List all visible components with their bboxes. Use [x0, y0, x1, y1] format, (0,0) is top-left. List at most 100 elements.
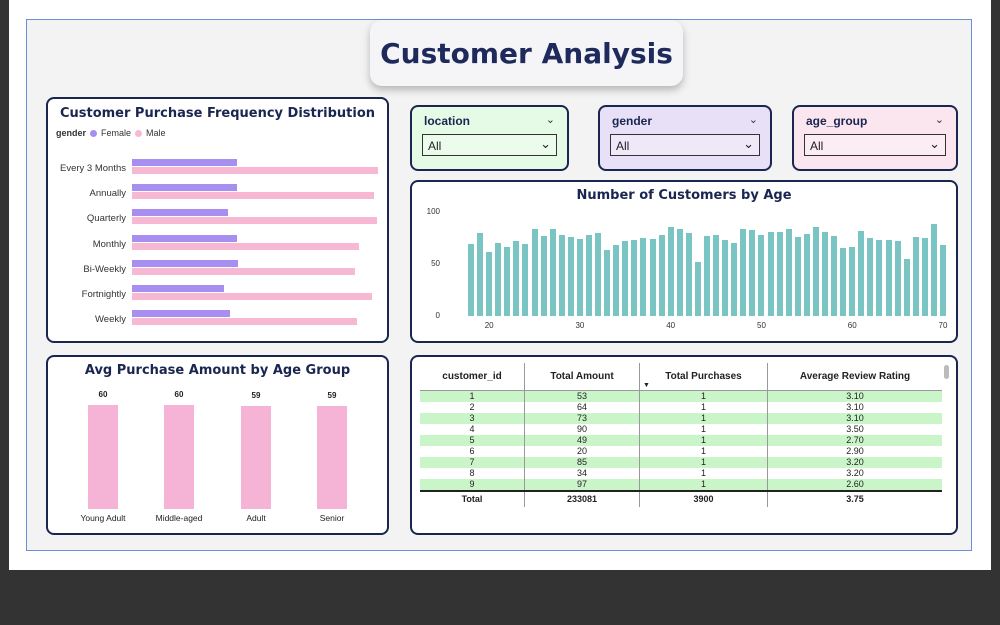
gender-dropdown[interactable]: All ⌄	[610, 134, 760, 156]
age-bar[interactable]	[831, 235, 838, 316]
gender-slicer[interactable]: gender ⌄ All ⌄	[598, 105, 772, 171]
age-bar[interactable]	[776, 231, 783, 316]
table-row[interactable]: 8 34 1 3.20	[420, 468, 942, 479]
age-bar[interactable]	[604, 250, 611, 316]
male-bar[interactable]	[132, 293, 373, 300]
female-bar[interactable]	[132, 310, 230, 318]
column-header-total-purchases[interactable]: Total Purchases ▼	[639, 363, 768, 391]
chevron-down-icon[interactable]: ⌄	[748, 114, 758, 126]
age-bar[interactable]	[694, 261, 701, 316]
table-row[interactable]: 3 73 1 3.10	[420, 413, 942, 424]
chevron-down-icon[interactable]: ⌄	[934, 114, 944, 126]
age-bar[interactable]	[921, 238, 928, 316]
female-bar[interactable]	[132, 234, 238, 242]
sort-descending-icon[interactable]: ▼	[643, 382, 650, 389]
age-bar[interactable]	[731, 243, 738, 316]
age-group-slicer[interactable]: age_group ⌄ All ⌄	[792, 105, 958, 171]
age-bar[interactable]	[595, 232, 602, 316]
age-bar[interactable]	[640, 238, 647, 316]
age-bar[interactable]	[704, 235, 710, 316]
female-bar[interactable]	[132, 159, 238, 166]
column-header-average-review-rating[interactable]: Average Review Rating	[767, 363, 942, 391]
age-bar[interactable]	[522, 244, 529, 316]
male-bar[interactable]	[132, 192, 374, 200]
age-bar[interactable]	[840, 248, 847, 316]
age-bar[interactable]	[486, 251, 493, 316]
age-bar[interactable]	[867, 238, 874, 316]
table-row[interactable]: 1 53 1 3.10	[420, 390, 942, 402]
age-bar[interactable]	[785, 228, 792, 316]
age-bar[interactable]	[513, 241, 520, 316]
age-bar[interactable]	[540, 235, 547, 316]
age-bar[interactable]	[495, 243, 502, 316]
age-bar[interactable]	[722, 240, 729, 316]
table-row[interactable]: 9 97 1 2.60	[420, 479, 942, 491]
age-bar[interactable]	[758, 234, 765, 316]
customer-table[interactable]: customer_id Total Amount Total Purchases…	[420, 363, 942, 507]
age-bar[interactable]	[713, 234, 720, 316]
vertical-scrollbar[interactable]	[944, 365, 949, 379]
age-bar[interactable]	[531, 228, 538, 316]
age-bar[interactable]	[876, 240, 883, 316]
age-bar[interactable]	[803, 233, 810, 316]
table-row[interactable]: 7 85 1 3.20	[420, 457, 942, 468]
age-bar[interactable]	[658, 234, 665, 316]
column-header-customer-id[interactable]: customer_id	[420, 363, 525, 391]
age-bar[interactable]	[912, 236, 919, 316]
location-slicer[interactable]: location ⌄ All ⌄	[410, 105, 569, 171]
age-bar[interactable]	[667, 226, 674, 316]
male-bar[interactable]	[132, 242, 360, 250]
age-bar[interactable]	[549, 228, 556, 316]
age-bar[interactable]	[477, 232, 484, 316]
age-bar[interactable]	[468, 244, 474, 316]
age-bar[interactable]	[767, 231, 774, 316]
location-dropdown[interactable]: All ⌄	[422, 134, 557, 156]
age-group-dropdown[interactable]: All ⌄	[804, 134, 946, 156]
avg-bar[interactable]	[241, 406, 271, 509]
male-bar[interactable]	[132, 217, 377, 225]
column-header-total-amount[interactable]: Total Amount	[524, 363, 640, 391]
avg-purchase-chart[interactable]: Avg Purchase Amount by Age Group 60 Young…	[46, 355, 389, 535]
age-bar[interactable]	[794, 236, 801, 316]
avg-bar[interactable]	[164, 404, 194, 509]
age-bar[interactable]	[849, 247, 856, 316]
customers-by-age-chart[interactable]: Number of Customers by Age 0 50 100 20 30 40 5…	[410, 180, 958, 343]
customer-table-card[interactable]: customer_id Total Amount Total Purchases…	[410, 355, 958, 535]
age-bar[interactable]	[930, 224, 937, 316]
female-bar[interactable]	[132, 285, 224, 292]
age-bar[interactable]	[749, 229, 756, 316]
age-bar[interactable]	[586, 234, 592, 316]
table-row[interactable]: 2 64 1 3.10	[420, 402, 942, 413]
purchase-frequency-chart[interactable]: Customer Purchase Frequency Distribution…	[46, 97, 389, 343]
age-bar[interactable]	[940, 245, 946, 316]
female-bar[interactable]	[132, 259, 239, 267]
age-bar[interactable]	[676, 228, 683, 316]
age-bar[interactable]	[812, 226, 819, 316]
table-row[interactable]: 5 49 1 2.70	[420, 435, 942, 446]
age-bar[interactable]	[504, 247, 511, 316]
age-bar[interactable]	[567, 236, 574, 316]
table-row[interactable]: 4 90 1 3.50	[420, 424, 942, 435]
age-bar[interactable]	[740, 228, 747, 316]
chevron-down-icon[interactable]: ⌄	[545, 114, 555, 126]
avg-bar[interactable]	[317, 406, 347, 509]
age-bar[interactable]	[631, 240, 638, 316]
age-bar[interactable]	[822, 231, 828, 316]
age-bar[interactable]	[558, 234, 565, 316]
age-bar[interactable]	[685, 232, 692, 316]
male-bar[interactable]	[132, 167, 379, 174]
age-bar[interactable]	[649, 239, 656, 316]
male-bar[interactable]	[132, 318, 357, 326]
male-bar[interactable]	[132, 267, 355, 275]
age-bar[interactable]	[622, 241, 629, 316]
table-row[interactable]: 6 20 1 2.90	[420, 446, 942, 457]
female-bar[interactable]	[132, 209, 228, 217]
age-bar[interactable]	[858, 230, 865, 316]
age-bar[interactable]	[613, 245, 620, 316]
age-bar[interactable]	[576, 239, 583, 316]
age-bar[interactable]	[903, 258, 910, 316]
age-bar[interactable]	[885, 240, 892, 316]
avg-bar[interactable]	[88, 404, 118, 509]
female-bar[interactable]	[132, 184, 238, 192]
age-bar[interactable]	[894, 241, 901, 316]
